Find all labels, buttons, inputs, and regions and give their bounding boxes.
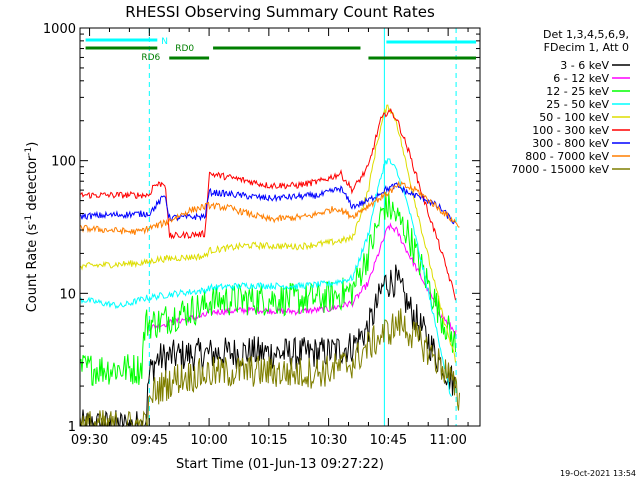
y-tick-label-1: 10 [59,287,76,302]
legend-label-6: 300 - 800 keV [532,137,609,150]
legend-label-8: 7000 - 15000 keV [511,163,609,176]
y-axis-label-main: Count Rate (s [25,224,40,313]
series-line-8 [79,308,460,427]
legend-label-3: 25 - 50 keV [546,98,609,111]
legend-label-2: 12 - 25 keV [546,85,609,98]
series-line-5 [79,108,456,301]
legend-header-1: FDecim 1, Att 0 [544,41,629,54]
annotation-n: N [161,37,168,47]
x-tick-label-3: 10:15 [250,433,287,448]
footer-timestamp: 19-Oct-2021 13:54 [560,469,636,478]
y-tick-label-3: 1000 [43,22,76,37]
series-line-3 [79,158,452,397]
legend-label-4: 50 - 100 keV [539,111,609,124]
series-line-2 [79,192,456,386]
legend-header-0: Det 1,3,4,5,6,9, [543,28,629,41]
x-tick-label-4: 10:30 [310,433,347,448]
legend-label-5: 100 - 300 keV [532,124,609,137]
x-tick-label-5: 10:45 [370,433,407,448]
y-axis-label-mid: detector [25,155,40,215]
legend-label-0: 3 - 6 keV [560,59,609,72]
series-line-7 [79,180,460,236]
legend-label-1: 6 - 12 keV [553,72,609,85]
y-tick-label-2: 100 [51,155,76,170]
x-tick-label-1: 09:45 [131,433,168,448]
series-line-6 [79,182,456,225]
plot-frame [79,27,481,427]
plot-area: N RD0 RD6 [79,28,477,428]
y-axis-label-end: ) [25,142,40,147]
x-axis-label: Start Time (01-Jun-13 09:27:22) [176,457,384,472]
y-axis-label: Count Rate (s-1 detector-1) [24,142,40,313]
y-axis-label-sup1: -1 [24,215,34,224]
y-tick-label-0: 1 [68,420,76,435]
axes: 1 10 100 1000 09:30 09:45 10:00 10:15 10:30 10:45… [43,22,480,448]
y-axis-label-sup2: -1 [24,147,34,156]
chart-title: RHESSI Observing Summary Count Rates [125,3,435,21]
annotation-rd0: RD0 [175,44,194,54]
x-tick-label-2: 10:00 [190,433,227,448]
legend: Det 1,3,4,5,6,9,FDecim 1, Att 0 3 - 6 keV… [511,28,630,176]
x-tick-label-0: 09:30 [71,433,108,448]
series-line-4 [79,104,456,363]
legend-label-7: 800 - 7000 keV [525,150,609,163]
x-tick-label-6: 11:00 [429,433,466,448]
annotation-rd6: RD6 [141,53,160,63]
